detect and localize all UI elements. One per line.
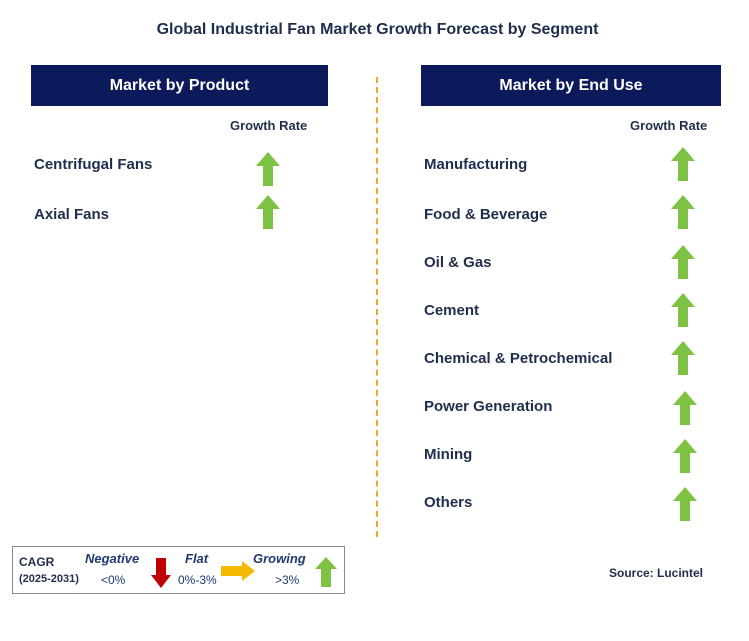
end-use-growth-rate-label: Growth Rate: [630, 118, 708, 133]
panel-divider: [376, 77, 378, 537]
growing-arrow-icon: [256, 195, 280, 229]
end-use-item-label: Mining: [424, 446, 473, 463]
legend-cagr-label: CAGR: [19, 555, 55, 569]
growing-arrow-icon: [673, 487, 697, 521]
legend-growing-label: Growing: [253, 551, 306, 566]
product-item-label: Axial Fans: [34, 206, 110, 223]
end-use-item-label: Manufacturing: [424, 156, 528, 173]
legend-flat-range: 0%-3%: [178, 573, 217, 587]
end-use-item-label: Power Generation: [424, 398, 553, 415]
growing-arrow-icon: [671, 341, 695, 375]
legend-negative-label: Negative: [85, 551, 140, 566]
growing-arrow-icon: [671, 245, 695, 279]
end-use-panel-header: Market by End Use: [421, 65, 721, 106]
end-use-item-label: Cement: [424, 302, 480, 319]
growing-arrow-icon: [671, 293, 695, 327]
growing-arrow-icon: [671, 147, 695, 181]
legend-negative-range: <0%: [101, 573, 126, 587]
product-growth-rate-label: Growth Rate: [230, 118, 308, 133]
chart-title: Global Industrial Fan Market Growth Fore…: [156, 21, 599, 38]
product-panel-header: Market by Product: [31, 65, 328, 106]
legend-flat-label: Flat: [185, 551, 209, 566]
growing-arrow-icon: [256, 152, 280, 186]
source-note: Source: Lucintel: [609, 566, 704, 580]
growing-arrow-icon: [673, 391, 697, 425]
product-item-label: Centrifugal Fans: [34, 156, 153, 173]
growing-arrow-icon: [671, 195, 695, 229]
growing-arrow-icon: [673, 439, 697, 473]
end-use-item-label: Food & Beverage: [424, 206, 548, 223]
legend-growing-range: >3%: [275, 573, 300, 587]
negative-arrow-icon: [151, 558, 171, 588]
flat-arrow-icon: [221, 561, 255, 581]
cagr-legend: CAGR (2025-2031) Negative <0% Flat 0%-3%…: [12, 546, 345, 594]
end-use-item-label: Others: [424, 494, 473, 511]
end-use-item-label: Oil & Gas: [424, 254, 492, 271]
legend-period: (2025-2031): [19, 573, 79, 585]
end-use-item-label: Chemical & Petrochemical: [424, 350, 613, 367]
growing-arrow-icon: [315, 557, 337, 587]
